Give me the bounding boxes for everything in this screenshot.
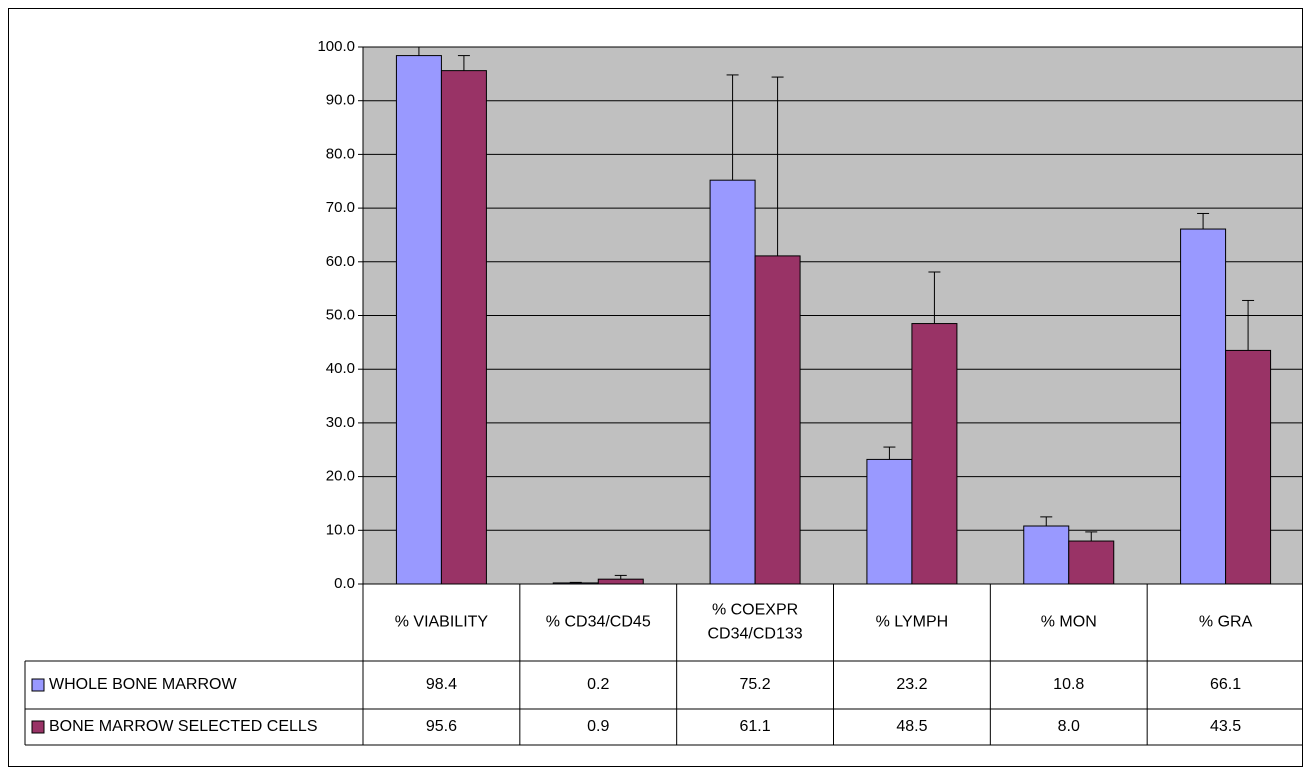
table-value: 10.8 bbox=[1053, 676, 1084, 693]
y-tick-label: 90.0 bbox=[326, 92, 355, 109]
legend-swatch bbox=[31, 720, 45, 734]
bar bbox=[1023, 525, 1070, 585]
x-category-label: % LYMPH bbox=[876, 614, 949, 631]
y-tick-label: 70.0 bbox=[326, 199, 355, 216]
bar bbox=[395, 55, 442, 585]
bar bbox=[911, 323, 958, 585]
table-value: 95.6 bbox=[426, 718, 457, 735]
y-tick-label: 30.0 bbox=[326, 414, 355, 431]
table-value: 98.4 bbox=[426, 676, 457, 693]
bar-chart: 0.0 10.0 20.0 30.0 40.0 50.0 60.0 70.0 80.0 90.0 1… bbox=[24, 38, 1302, 746]
y-tick-label: 100.0 bbox=[317, 38, 355, 55]
table-value: 66.1 bbox=[1210, 676, 1241, 693]
legend-label: WHOLE BONE MARROW bbox=[49, 676, 237, 693]
table-value: 48.5 bbox=[896, 718, 927, 735]
table-value: 61.1 bbox=[740, 718, 771, 735]
table-value: 0.9 bbox=[587, 718, 609, 735]
bar bbox=[709, 179, 756, 585]
x-category-label: % GRA bbox=[1199, 614, 1253, 631]
bar bbox=[1225, 349, 1272, 585]
x-category-label: % COEXPR bbox=[712, 602, 798, 619]
table-value: 75.2 bbox=[740, 676, 771, 693]
table-value: 0.2 bbox=[587, 676, 609, 693]
y-tick-label: 60.0 bbox=[326, 253, 355, 270]
y-tick-label: 10.0 bbox=[326, 521, 355, 538]
bar bbox=[866, 458, 913, 585]
x-category-label: % CD34/CD45 bbox=[546, 614, 651, 631]
y-tick-label: 80.0 bbox=[326, 145, 355, 162]
y-tick-label: 20.0 bbox=[326, 468, 355, 485]
bar bbox=[552, 582, 599, 585]
y-tick-label: 0.0 bbox=[334, 575, 355, 592]
x-category-label: % MON bbox=[1041, 614, 1097, 631]
table-value: 8.0 bbox=[1058, 718, 1080, 735]
x-category-label: % VIABILITY bbox=[395, 614, 489, 631]
bar bbox=[440, 70, 487, 585]
legend-label: BONE MARROW SELECTED CELLS bbox=[49, 718, 318, 735]
bar bbox=[1068, 540, 1115, 585]
chart-frame: 0.0 10.0 20.0 30.0 40.0 50.0 60.0 70.0 80.0 90.0 1… bbox=[8, 8, 1303, 767]
bar bbox=[597, 578, 644, 585]
y-tick-label: 40.0 bbox=[326, 360, 355, 377]
bar bbox=[754, 255, 801, 585]
table-value: 23.2 bbox=[896, 676, 927, 693]
bar bbox=[1180, 228, 1227, 585]
table-value: 43.5 bbox=[1210, 718, 1241, 735]
y-tick-label: 50.0 bbox=[326, 306, 355, 323]
legend-swatch bbox=[31, 678, 45, 692]
x-category-label: CD34/CD133 bbox=[708, 626, 803, 643]
